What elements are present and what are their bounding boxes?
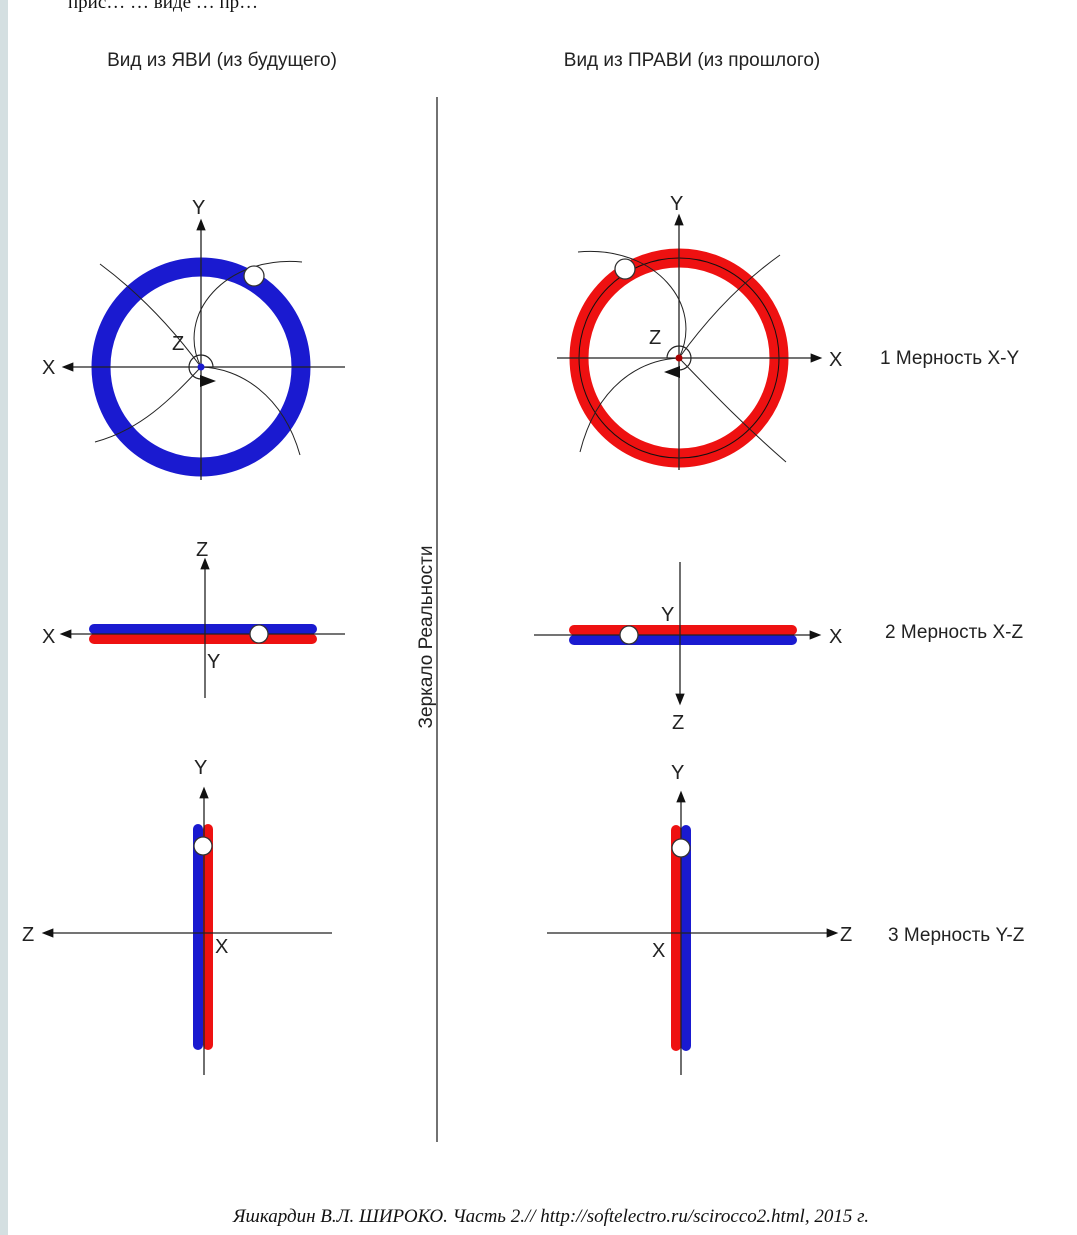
- right-view-title: Вид из ПРАВИ (из прошлого): [564, 50, 820, 71]
- point-marker: [614, 258, 636, 280]
- z-axis-label: Z: [649, 327, 661, 349]
- right-xy-view: X Y Z: [557, 193, 842, 470]
- y-axis-label: Y: [670, 193, 683, 215]
- center-dot: [675, 354, 683, 362]
- y-axis-label: Y: [194, 757, 207, 779]
- z-axis-label: Z: [196, 539, 208, 561]
- spiral-arm: [678, 254, 781, 359]
- left-yz-view: Z Y X: [22, 757, 332, 1075]
- mirror-reality-diagram: Вид из ЯВИ (из будущего) Вид из ПРАВИ (и…: [22, 50, 1025, 1142]
- rotation-arc: [188, 354, 214, 380]
- spiral-arm: [99, 263, 202, 368]
- citation: Яшкардин В.Л. ШИРОКО. Часть 2.// http://…: [233, 1206, 869, 1227]
- row-label-xz: 2 Мерность X-Z: [885, 622, 1023, 643]
- y-axis-label: Y: [661, 604, 674, 626]
- right-xz-view: X Y Z: [534, 562, 842, 734]
- left-xy-view: X Y Z: [42, 197, 345, 480]
- z-axis-label: Z: [672, 712, 684, 734]
- cropped-text-fragment: прис… … виде … пр…: [68, 0, 259, 13]
- y-axis-label: Y: [207, 651, 220, 673]
- spiral-arm: [577, 250, 687, 359]
- z-axis-label: Z: [172, 333, 184, 355]
- x-axis-label: X: [829, 349, 842, 371]
- spiral-arm: [678, 357, 787, 463]
- point-marker: [193, 836, 213, 856]
- y-axis-label: Y: [192, 197, 205, 219]
- right-yz-view: Z Y X: [547, 762, 852, 1075]
- z-axis-label: Z: [22, 924, 34, 946]
- spiral-arm: [94, 366, 202, 443]
- diagram-panel: прис… … виде … пр… Вид из ЯВИ (из будуще…: [8, 0, 1077, 1235]
- point-marker: [619, 625, 639, 645]
- point-marker: [243, 265, 265, 287]
- left-xz-view: X Z Y: [42, 539, 345, 698]
- x-axis-label: X: [215, 936, 228, 958]
- spiral-arm: [200, 366, 301, 456]
- y-axis-label: Y: [671, 762, 684, 784]
- row-label-xy: 1 Мерность X-Y: [880, 348, 1019, 369]
- point-marker: [671, 838, 691, 858]
- x-axis-label: X: [652, 940, 665, 962]
- x-axis-label: X: [42, 626, 55, 648]
- left-view-title: Вид из ЯВИ (из будущего): [107, 50, 337, 71]
- rotation-arc: [666, 345, 692, 371]
- spiral-arm: [193, 260, 303, 368]
- point-marker: [249, 624, 269, 644]
- row-label-yz: 3 Мерность Y-Z: [888, 925, 1025, 946]
- mirror-label: Зеркало Реальности: [416, 546, 437, 729]
- x-axis-label: X: [42, 357, 55, 379]
- spiral-arm: [579, 357, 680, 453]
- z-axis-label: Z: [840, 924, 852, 946]
- x-axis-label: X: [829, 626, 842, 648]
- center-dot: [197, 363, 205, 371]
- rotation-arrow: [200, 375, 216, 387]
- rotation-arrow: [664, 366, 680, 378]
